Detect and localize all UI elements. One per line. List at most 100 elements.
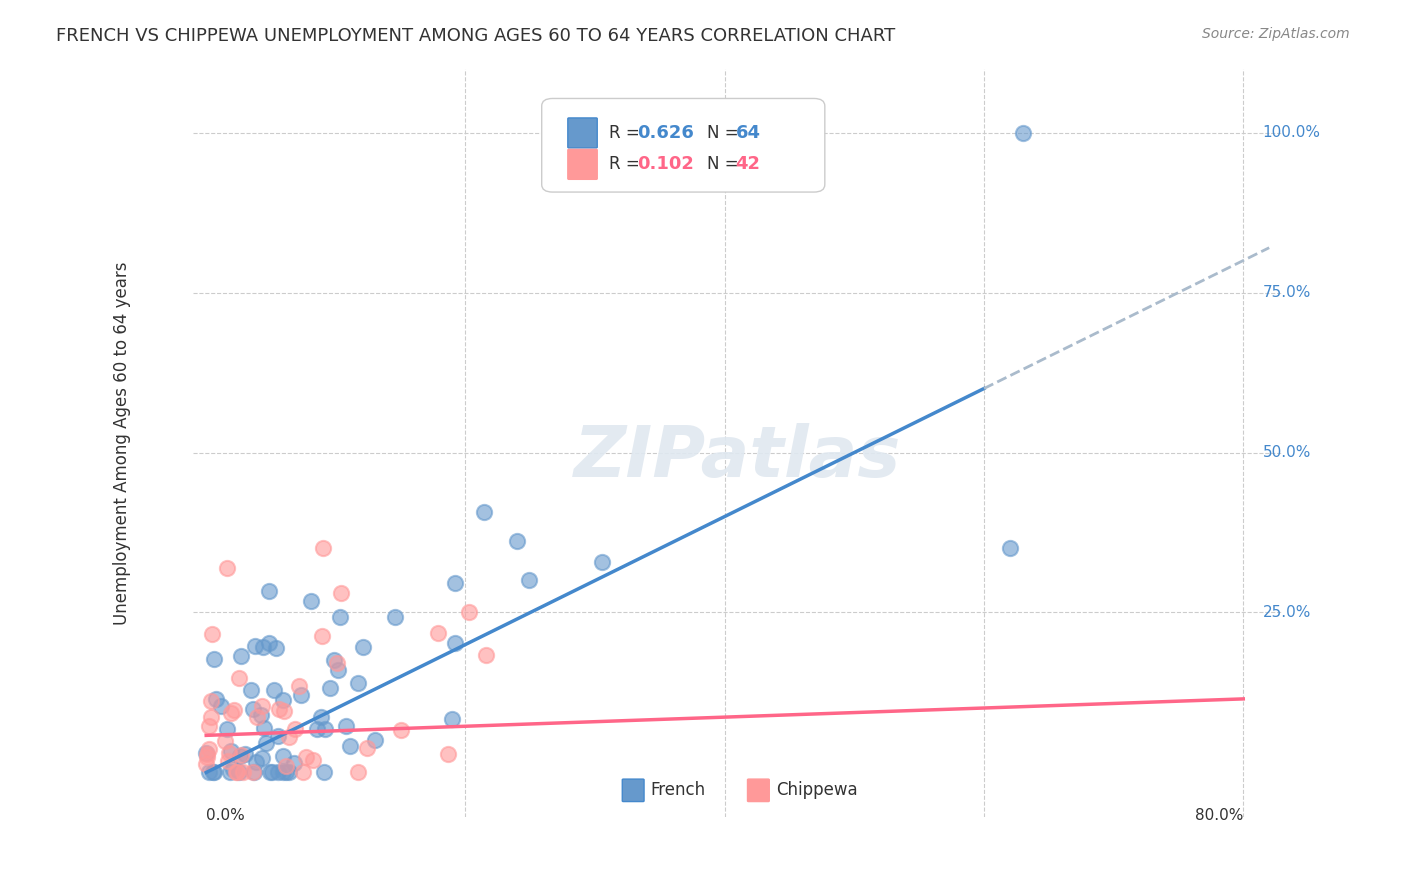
Text: ZIPatlas: ZIPatlas [574,424,901,492]
Point [231,648,253,663]
Point [271,749,294,764]
Point [347,676,370,690]
Point [257,636,280,650]
Point [205,692,228,706]
Point [225,765,247,780]
Point [506,534,529,549]
Text: N =: N = [707,124,744,142]
Point [201,627,224,641]
Point [294,749,316,764]
Point [202,652,225,666]
Point [299,593,322,607]
Point [242,765,264,780]
Point [312,541,335,556]
Point [233,747,256,761]
Point [197,742,219,756]
Text: 25.0%: 25.0% [1263,605,1310,620]
Text: 0.102: 0.102 [637,155,695,173]
Point [221,706,243,720]
Point [335,719,357,733]
Point [457,606,479,620]
Point [243,639,266,653]
Point [228,749,250,764]
Point [200,710,222,724]
Point [263,682,285,697]
Text: 0.0%: 0.0% [207,807,245,822]
Point [326,664,349,678]
Point [314,765,336,780]
Point [204,765,226,780]
Point [246,710,269,724]
Text: 0.626: 0.626 [637,124,695,142]
Point [271,693,294,707]
Point [267,765,290,780]
Point [245,756,267,770]
Point [472,505,495,519]
Point [200,694,222,708]
Point [228,671,250,685]
Text: 42: 42 [735,155,761,173]
Point [384,610,406,624]
Point [243,765,266,780]
Point [389,723,412,737]
Point [250,699,273,714]
Point [323,653,346,667]
Point [364,732,387,747]
Point [253,721,276,735]
Text: 100.0%: 100.0% [1263,125,1320,140]
FancyBboxPatch shape [541,98,825,192]
Point [444,636,467,650]
Text: FRENCH VS CHIPPEWA UNEMPLOYMENT AMONG AGES 60 TO 64 YEARS CORRELATION CHART: FRENCH VS CHIPPEWA UNEMPLOYMENT AMONG AG… [56,27,896,45]
Point [215,722,238,736]
Point [257,583,280,598]
Point [214,733,236,747]
Point [440,712,463,726]
Point [284,722,307,736]
Point [1012,126,1035,140]
Point [330,586,353,600]
Point [225,765,247,780]
Point [475,648,498,662]
FancyBboxPatch shape [748,779,769,802]
Point [325,656,347,670]
Point [277,765,299,780]
Point [998,541,1021,556]
Point [309,710,332,724]
Point [267,729,290,743]
Point [228,765,250,780]
Point [426,626,449,640]
Text: French: French [651,781,706,799]
Point [356,741,378,756]
Point [437,747,460,761]
Point [240,683,263,698]
Point [264,640,287,655]
Point [250,751,273,765]
Point [195,746,218,760]
Point [242,702,264,716]
Text: 80.0%: 80.0% [1195,807,1243,822]
Point [198,765,221,780]
Text: Source: ZipAtlas.com: Source: ZipAtlas.com [1202,27,1350,41]
FancyBboxPatch shape [623,779,644,802]
Point [314,723,336,737]
Point [254,736,277,750]
Point [290,688,312,702]
Point [250,707,273,722]
Point [195,750,218,764]
FancyBboxPatch shape [568,118,598,148]
Point [276,765,298,780]
Point [283,756,305,771]
Point [328,610,350,624]
Point [591,555,613,569]
Point [229,747,252,762]
Text: R =: R = [609,124,645,142]
Point [198,719,221,733]
Point [219,765,242,780]
Point [352,640,374,655]
Point [260,764,283,779]
Point [287,680,309,694]
Text: N =: N = [707,155,744,173]
Point [346,765,368,780]
Point [217,560,239,574]
Point [218,746,240,760]
